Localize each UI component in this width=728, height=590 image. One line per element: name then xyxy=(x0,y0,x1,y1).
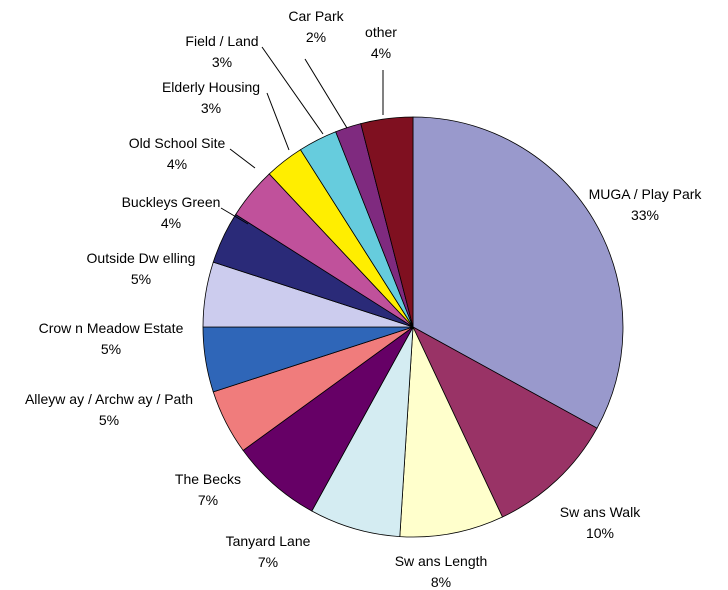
slice-label: Elderly Housing xyxy=(162,79,260,95)
leader-line xyxy=(229,148,256,169)
slice-label: other xyxy=(365,24,397,40)
pie-slice xyxy=(360,116,414,328)
leader-lines xyxy=(220,46,384,225)
leader-line xyxy=(220,207,249,225)
slice-value-label: 4% xyxy=(167,156,187,172)
pie-slices xyxy=(202,116,624,538)
leader-line xyxy=(304,58,348,129)
pie-slice xyxy=(412,116,624,429)
slice-label: Buckleys Green xyxy=(122,194,221,210)
pie-slice xyxy=(399,326,503,538)
slice-value-label: 5% xyxy=(131,271,151,287)
slice-value-label: 4% xyxy=(161,215,181,231)
slice-value-label: 10% xyxy=(586,525,614,541)
slice-label: Tanyard Lane xyxy=(226,533,311,549)
slice-label: Sw ans Walk xyxy=(560,504,641,520)
slice-label: Car Park xyxy=(288,8,344,24)
slice-label: Sw ans Length xyxy=(395,553,488,569)
leader-line xyxy=(266,92,290,151)
slice-label: Outside Dw elling xyxy=(87,250,196,266)
slice-value-label: 7% xyxy=(258,554,278,570)
leader-line xyxy=(261,46,324,135)
slice-label: MUGA / Play Park xyxy=(589,186,703,202)
slice-value-label: 3% xyxy=(201,100,221,116)
slice-labels: MUGA / Play Park 33% Sw ans Walk 10% Sw ans … xyxy=(25,8,702,590)
slice-value-label: 8% xyxy=(431,574,451,590)
slice-value-label: 33% xyxy=(631,207,659,223)
slice-value-label: 3% xyxy=(212,54,232,70)
slice-value-label: 4% xyxy=(371,45,391,61)
slice-label: Alleyw ay / Archw ay / Path xyxy=(25,391,193,407)
pie-slice xyxy=(412,326,598,518)
slice-value-label: 7% xyxy=(198,492,218,508)
slice-value-label: 5% xyxy=(101,341,121,357)
slice-label: The Becks xyxy=(175,471,241,487)
slice-value-label: 5% xyxy=(99,412,119,428)
slice-label: Crow n Meadow Estate xyxy=(39,320,184,336)
slice-label: Old School Site xyxy=(129,135,226,151)
slice-label: Field / Land xyxy=(185,33,258,49)
slice-value-label: 2% xyxy=(306,29,326,45)
